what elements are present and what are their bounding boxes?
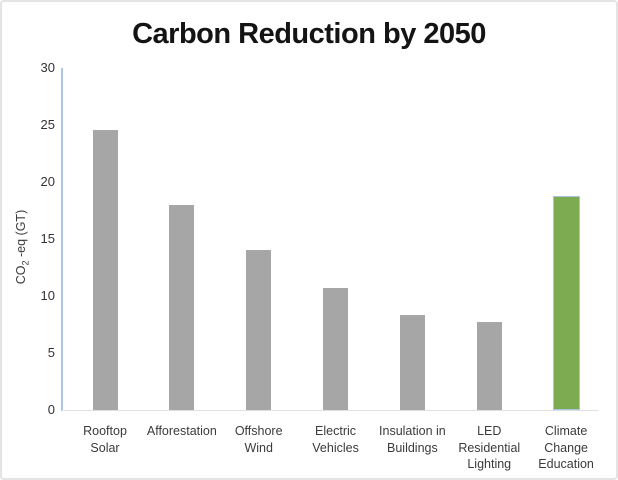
bar-afforestation (169, 204, 195, 410)
y-tick-label-15: 15 (40, 231, 55, 246)
y-tick-label-0: 0 (47, 402, 55, 417)
y-axis-line (61, 68, 63, 411)
y-axis-title-subscript: 2 (20, 260, 31, 266)
y-tick-label-30: 30 (40, 60, 55, 75)
category-label-electric-vehicles: Electric Vehicles (312, 424, 359, 455)
y-tick-label-5: 5 (47, 345, 55, 360)
category-label-climate-change-education: Climate Change Education (538, 424, 594, 471)
bar-electric-vehicles (323, 288, 349, 410)
bar-insulation-in-buildings (399, 315, 425, 410)
category-label-insulation-in-buildings: Insulation in Buildings (379, 424, 446, 455)
bar-rooftop-solar (92, 129, 118, 410)
x-axis-line (62, 410, 598, 411)
y-tick-label-10: 10 (40, 288, 55, 303)
category-label-afforestation: Afforestation (146, 424, 217, 438)
y-tick-label-25: 25 (40, 117, 55, 132)
category-label-offshore-wind: Offshore Wind (234, 424, 283, 455)
y-axis-title-base: CO (14, 265, 28, 285)
bar-led-residential-lighting (476, 322, 502, 410)
category-label-led-residential-lighting: LED Residential Lighting (458, 424, 521, 471)
y-tick-label-20: 20 (40, 174, 55, 189)
category-label-rooftop-solar: Rooftop Solar (83, 424, 127, 455)
bar-climate-change-education (552, 195, 580, 410)
chart-title: Carbon Reduction by 2050 (132, 18, 486, 50)
bar-offshore-wind (246, 250, 272, 410)
